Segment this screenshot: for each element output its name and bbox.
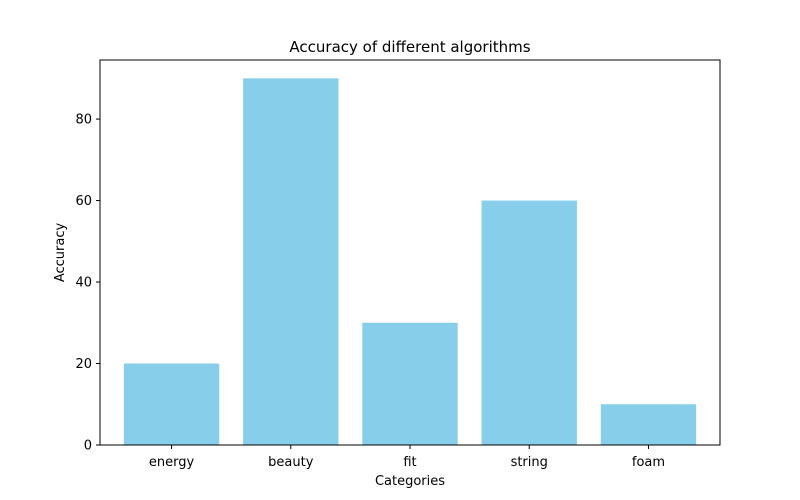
x-axis-ticks: energy beauty fit string foam bbox=[149, 445, 665, 470]
bars-group bbox=[123, 78, 697, 445]
y-tick-label-0: 0 bbox=[84, 439, 92, 454]
y-tick-label-60: 60 bbox=[75, 194, 92, 209]
x-tick-label-beauty: beauty bbox=[268, 455, 314, 470]
x-tick-label-string: string bbox=[511, 455, 548, 470]
x-axis-label: Categories bbox=[375, 474, 445, 489]
y-axis-label: Accuracy bbox=[53, 223, 68, 283]
x-tick-label-fit: fit bbox=[403, 455, 416, 470]
plot-area-frame bbox=[99, 59, 721, 446]
y-tick-label-40: 40 bbox=[75, 276, 92, 291]
bar-foam bbox=[600, 404, 697, 445]
x-tick-label-foam: foam bbox=[632, 455, 665, 470]
bar-energy bbox=[123, 363, 220, 445]
bar-beauty bbox=[243, 78, 339, 445]
x-tick-label-energy: energy bbox=[149, 455, 195, 470]
bar-fit bbox=[362, 322, 458, 445]
y-axis-ticks: 0 20 40 60 80 bbox=[75, 113, 100, 454]
y-tick-label-80: 80 bbox=[75, 113, 92, 128]
y-tick-label-20: 20 bbox=[75, 357, 92, 372]
bar-string bbox=[481, 200, 577, 445]
chart-title: Accuracy of different algorithms bbox=[289, 38, 530, 56]
